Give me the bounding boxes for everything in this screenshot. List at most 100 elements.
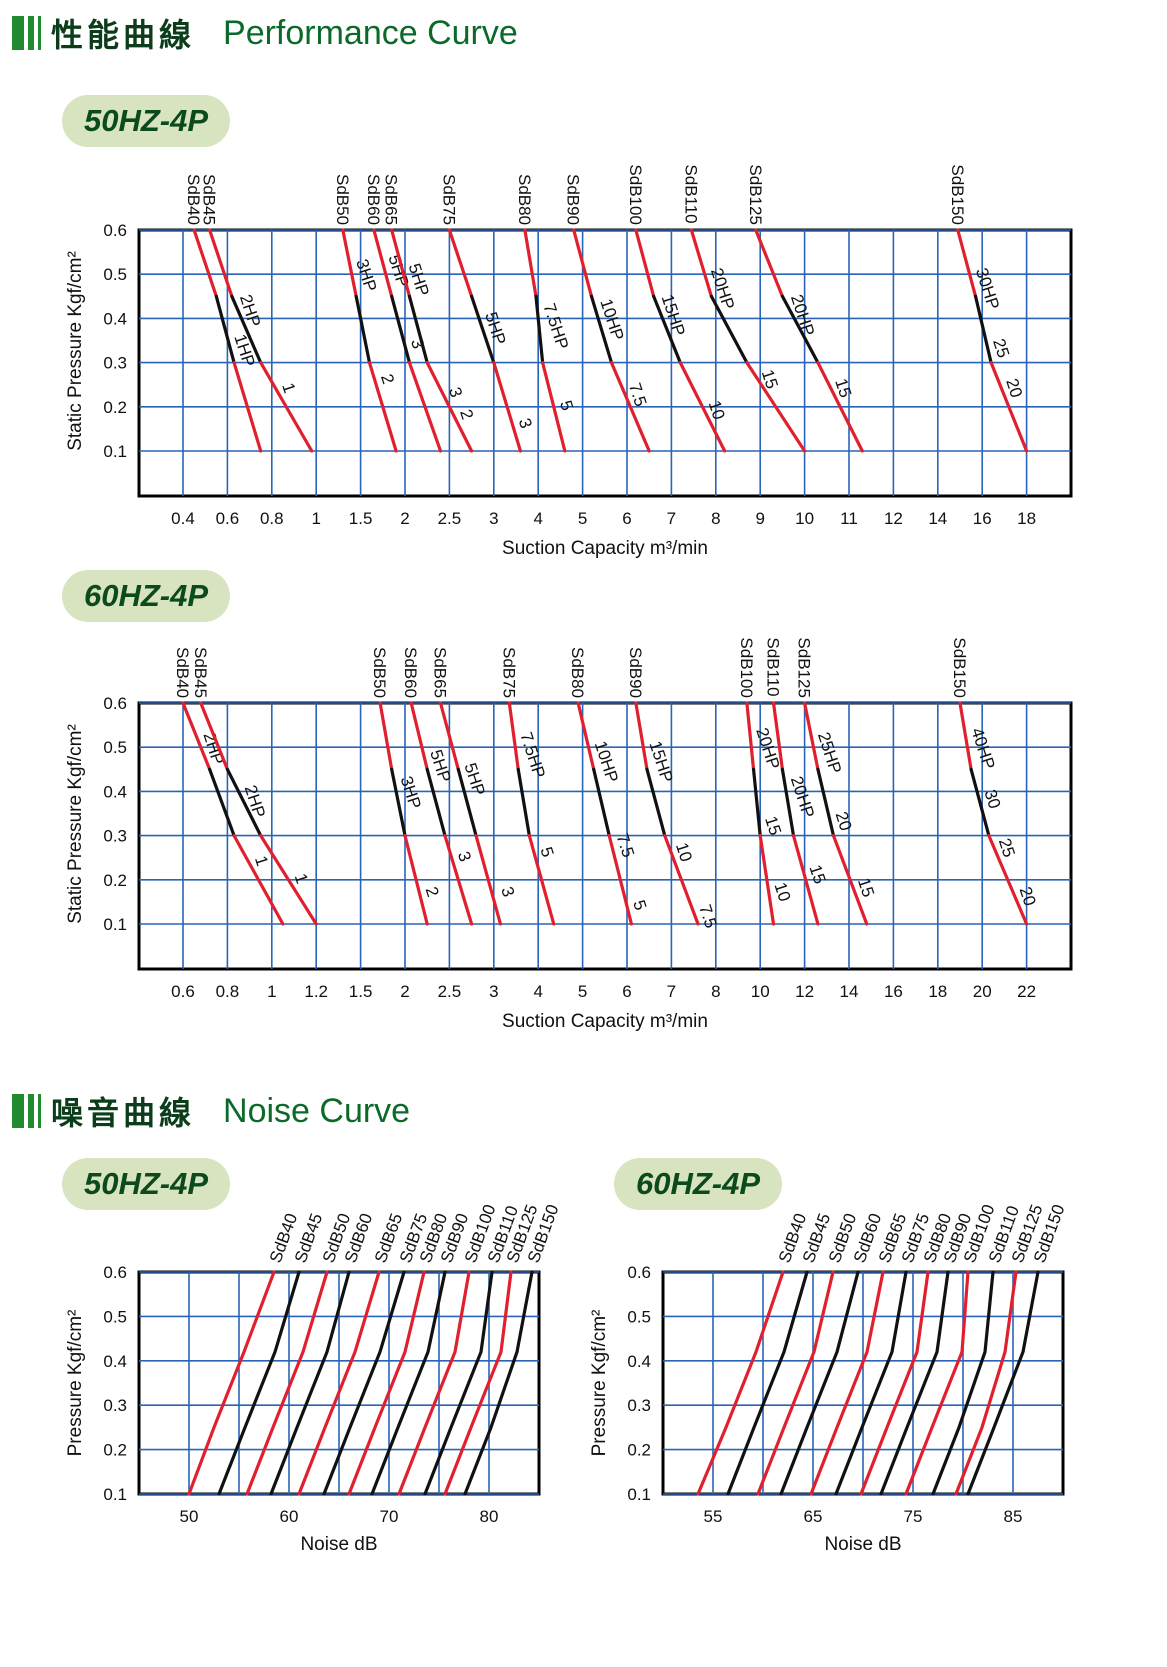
- power-label: 15: [758, 367, 782, 391]
- series-line-SdB90: [645, 767, 667, 838]
- y-tick-label: 0.3: [103, 1396, 127, 1415]
- series-label-SdB65: SdB65: [431, 647, 450, 698]
- series-line-SdB50: [390, 767, 407, 838]
- x-tick-label: 4: [533, 509, 542, 528]
- series-line-SdB90: [663, 834, 700, 926]
- series-label-SdB150: SdB150: [948, 164, 967, 225]
- performance-chart-60hz: 0.6 0.8 1 1.2 1.5 2 2.5 3 4 5 6 7 8 10 12 14 16 18 20 22 0.1…: [65, 637, 1073, 1032]
- series-line-SdB75: [507, 701, 520, 771]
- performance-title-en: Performance Curve: [223, 13, 518, 52]
- x-tick-label: 0.8: [260, 509, 284, 528]
- x-axis-label: Suction Capacity m³/min: [502, 538, 708, 559]
- series-line-SdB45: [230, 294, 263, 365]
- y-tick-label: 0.2: [103, 1441, 127, 1460]
- y-axis-label: Static Pressure Kgf/cm²: [65, 724, 86, 924]
- series-line-SdB125: [754, 228, 785, 298]
- x-tick-label: 7: [667, 982, 676, 1001]
- y-tick-label: 0.4: [627, 1352, 651, 1371]
- x-tick-label: 18: [928, 982, 947, 1001]
- y-axis-label: Pressure Kgf/cm²: [590, 1310, 610, 1457]
- series-label-SdB80: SdB80: [568, 647, 587, 698]
- y-tick-label: 0.5: [627, 1307, 651, 1326]
- x-tick-label: 10: [795, 509, 814, 528]
- x-tick-label: 2.5: [438, 509, 462, 528]
- series-line-SdB60: [269, 1270, 351, 1496]
- series-label-SdB150: SdB150: [950, 637, 969, 698]
- x-tick-label: 22: [1017, 982, 1036, 1001]
- series-label-SdB100: SdB100: [626, 164, 645, 225]
- x-tick-label: 9: [755, 509, 764, 528]
- series-line-SdB150: [463, 1270, 534, 1496]
- series-label-SdB110: SdB110: [764, 637, 783, 696]
- x-tick-label: 75: [904, 1507, 923, 1526]
- power-label: 20: [832, 809, 856, 833]
- series-label-SdB60: SdB60: [401, 647, 420, 698]
- series-line-SdB80: [347, 1270, 426, 1496]
- series-line-SdB110: [791, 834, 820, 926]
- series-label-SdB100: SdB100: [737, 637, 756, 698]
- series-line-SdB80: [541, 361, 567, 453]
- x-tick-label: 8: [711, 982, 720, 1001]
- x-tick-label: 8: [711, 509, 720, 528]
- series-line-SdB100: [652, 294, 682, 365]
- x-tick-label: 6: [622, 509, 631, 528]
- series-line-SdB75: [834, 1270, 908, 1496]
- power-label: 10: [770, 880, 794, 904]
- series-line-SdB60: [372, 228, 394, 298]
- series-line-SdB90: [879, 1270, 950, 1496]
- x-tick-label: 2: [400, 982, 409, 1001]
- series-label-SdB125: SdB125: [795, 637, 814, 698]
- y-tick-label: 0.5: [103, 738, 127, 757]
- series-line-SdB110: [771, 701, 785, 771]
- x-tick-label: 18: [1017, 509, 1036, 528]
- x-tick-label: 20: [973, 982, 992, 1001]
- x-tick-label: 0.8: [216, 982, 240, 1001]
- noise-title-cn: 噪音曲線: [51, 1094, 196, 1132]
- heading-bars-icon: [12, 16, 41, 50]
- series-line-SdB100: [758, 834, 776, 926]
- x-tick-label: 16: [884, 982, 903, 1001]
- series-label-SdB75: SdB75: [439, 174, 458, 225]
- power-label: 20: [1016, 884, 1040, 908]
- y-tick-label: 0.3: [103, 354, 127, 373]
- series-line-SdB100: [745, 701, 756, 771]
- x-tick-label: 65: [804, 1507, 823, 1526]
- x-tick-label: 7: [667, 509, 676, 528]
- x-tick-label: 5: [578, 509, 587, 528]
- series-line-SdB125: [816, 767, 836, 838]
- noise-title-en: Noise Curve: [223, 1091, 411, 1130]
- series-line-SdB45: [726, 1270, 809, 1496]
- x-tick-label: 12: [795, 982, 814, 1001]
- series-line-SdB110: [931, 1270, 995, 1496]
- y-tick-label: 0.6: [103, 694, 127, 713]
- x-tick-label: 14: [928, 509, 947, 528]
- series-line-SdB125: [443, 1270, 513, 1496]
- series-line-SdB125: [831, 834, 869, 926]
- x-tick-label: 55: [704, 1507, 723, 1526]
- x-tick-label: 3: [489, 982, 498, 1001]
- series-line-SdB50: [354, 294, 372, 365]
- series-line-SdB50: [245, 1270, 329, 1496]
- series-label-SdB45: SdB45: [191, 647, 210, 698]
- x-tick-label: 3: [489, 509, 498, 528]
- series-line-SdB100: [678, 361, 727, 453]
- y-tick-label: 0.4: [103, 1352, 127, 1371]
- y-tick-label: 0.5: [103, 1307, 127, 1326]
- power-label: 25: [995, 836, 1019, 860]
- y-tick-label: 0.6: [627, 1263, 651, 1282]
- series-line-SdB60: [407, 361, 443, 453]
- series-label-SdB40: SdB40: [173, 647, 192, 698]
- x-tick-label: 60: [280, 1507, 299, 1526]
- y-tick-label: 0.1: [103, 1485, 127, 1504]
- y-tick-label: 0.6: [103, 221, 127, 240]
- y-tick-label: 0.5: [103, 265, 127, 284]
- y-tick-label: 0.2: [103, 871, 127, 890]
- x-tick-label: 80: [480, 1507, 499, 1526]
- y-tick-label: 0.3: [627, 1396, 651, 1415]
- x-tick-label: 5: [578, 982, 587, 1001]
- series-line-SdB60: [390, 294, 412, 365]
- noise-chart-60hz: 55 65 75 85 0.1 0.2 0.3 0.4 0.5 0.6 Noise dB Pressu…: [590, 1202, 1068, 1555]
- x-tick-label: 0.4: [171, 509, 195, 528]
- series-line-SdB50: [341, 228, 358, 298]
- y-tick-label: 0.1: [103, 442, 127, 461]
